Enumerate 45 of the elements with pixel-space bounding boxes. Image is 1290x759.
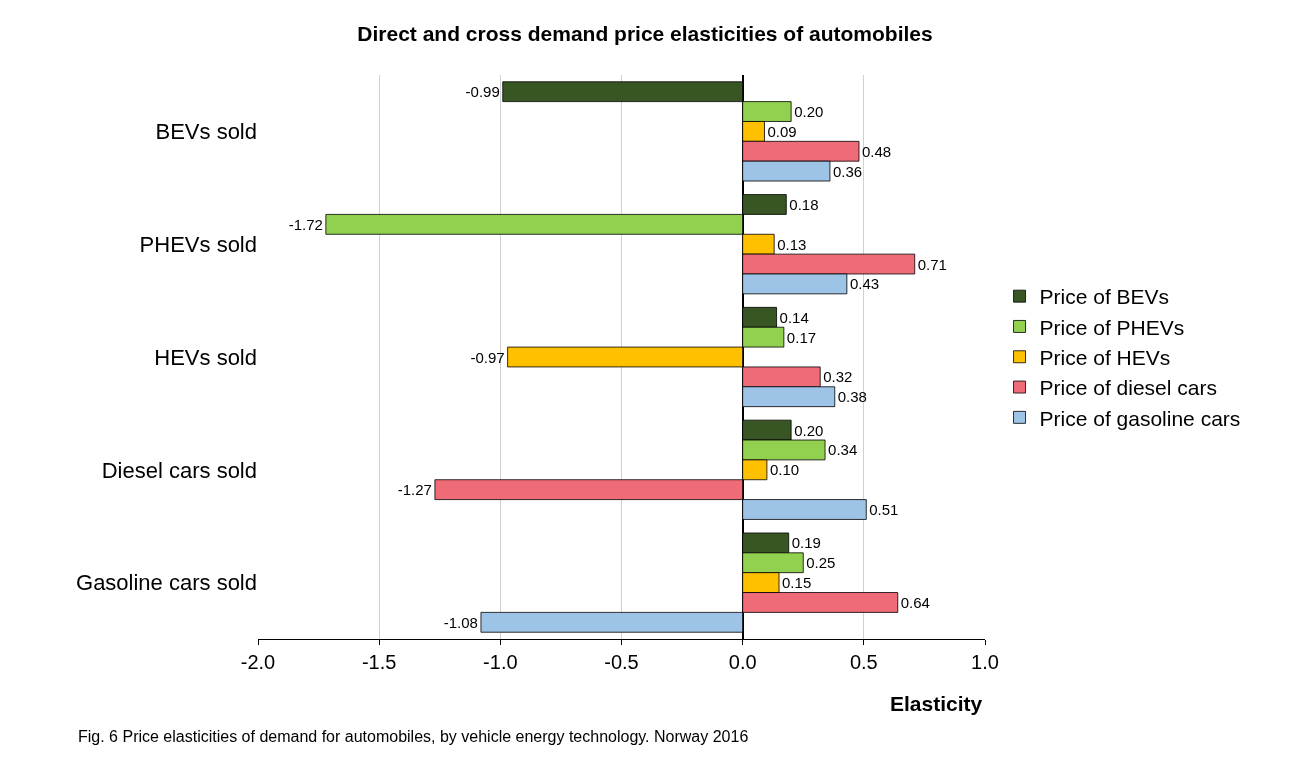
data-label: -1.72 [288, 215, 323, 233]
data-label: 0.32 [823, 368, 853, 386]
data-label: 0.38 [837, 388, 867, 406]
y-tick-label: PHEVs sold [139, 231, 257, 257]
x-axis-title: Elasticity [890, 692, 983, 715]
y-tick-label: Diesel cars sold [101, 457, 257, 483]
data-label: 0.34 [828, 441, 858, 459]
data-label: 0.43 [849, 275, 880, 293]
x-tick-label: -2.0 [240, 651, 276, 673]
y-tick-label: HEVs sold [154, 344, 257, 370]
data-label: 0.18 [789, 195, 819, 213]
legend-label: Price of PHEVs [1039, 315, 1185, 339]
data-label: -1.27 [397, 481, 432, 499]
x-tick-label: -1.0 [483, 651, 518, 673]
chart-title: Direct and cross demand price elasticities of automobiles [357, 22, 933, 46]
data-label: 0.71 [917, 255, 947, 273]
data-label: 0.36 [832, 162, 863, 180]
data-label: 0.51 [869, 501, 899, 519]
x-tick-label: -1.5 [361, 651, 397, 673]
y-tick-label: BEVs sold [155, 119, 257, 145]
data-label: 0.48 [861, 142, 892, 160]
data-label: 0.25 [806, 554, 836, 572]
data-label: 0.20 [794, 103, 824, 121]
legend-label: Price of HEVs [1039, 345, 1171, 369]
caption: Fig. 6 Price elasticities of demand for automobiles, by vehicle energy technology. Norway 2016 [78, 728, 749, 745]
legend-label: Price of gasoline cars [1039, 406, 1241, 430]
data-label: 0.14 [779, 308, 809, 326]
data-label: -1.08 [443, 613, 478, 631]
data-label: -0.99 [465, 83, 500, 101]
y-tick-label: Gasoline cars sold [76, 570, 257, 596]
x-tick-label: 1.0 [971, 651, 999, 673]
data-label: 0.19 [791, 534, 821, 552]
data-label: 0.09 [767, 122, 797, 140]
data-label: 0.10 [769, 461, 800, 479]
data-label: 0.64 [900, 593, 930, 611]
data-label: 0.17 [786, 328, 817, 346]
x-tick-label: 0.0 [728, 651, 757, 673]
data-label: 0.20 [794, 421, 824, 439]
x-tick-label: 0.5 [849, 651, 878, 673]
data-label: -0.97 [470, 348, 505, 366]
legend-label: Price of diesel cars [1039, 376, 1217, 400]
data-label: 0.13 [777, 235, 807, 253]
legend-label: Price of BEVs [1039, 285, 1170, 309]
data-label: 0.15 [782, 574, 812, 592]
x-tick-label: -0.5 [604, 651, 639, 673]
